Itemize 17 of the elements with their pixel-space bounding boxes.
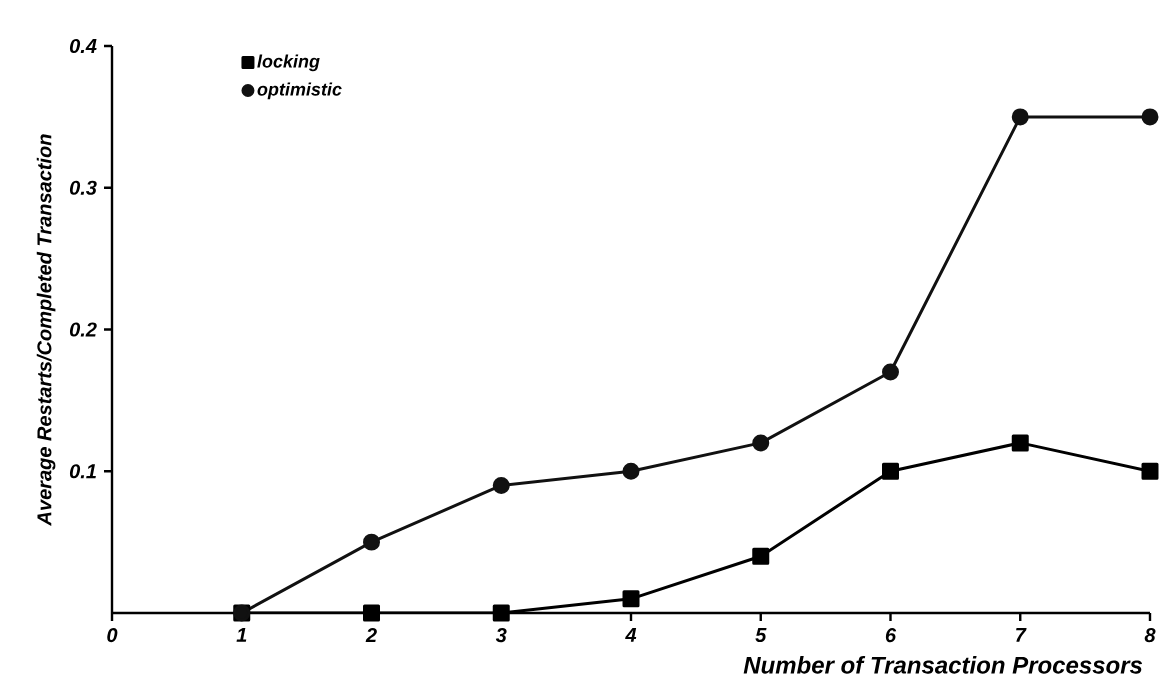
y-axis-title: Average Restarts/Completed Transaction — [36, 134, 56, 526]
x-tick-label: 5 — [755, 628, 767, 643]
y-tick-label: 0.3 — [69, 180, 97, 195]
x-tick-label: 0 — [107, 628, 118, 643]
x-tick-label: 4 — [625, 628, 637, 642]
x-tick-label: 1 — [236, 628, 247, 642]
x-tick-label: 2 — [365, 628, 377, 643]
x-tick-label: 8 — [1144, 628, 1156, 643]
legend-label: locking — [257, 54, 320, 72]
y-tick-label: 0.1 — [69, 464, 96, 479]
y-tick-label: 0.4 — [69, 38, 97, 54]
x-axis-title: Number of Transaction Processors — [743, 656, 1143, 674]
legend-label: optimistic — [257, 82, 342, 100]
x-tick-label: 3 — [495, 628, 507, 643]
x-tick-label: 7 — [1016, 628, 1027, 642]
y-tick-label: 0.2 — [69, 322, 97, 337]
x-tick-label: 6 — [885, 628, 897, 643]
